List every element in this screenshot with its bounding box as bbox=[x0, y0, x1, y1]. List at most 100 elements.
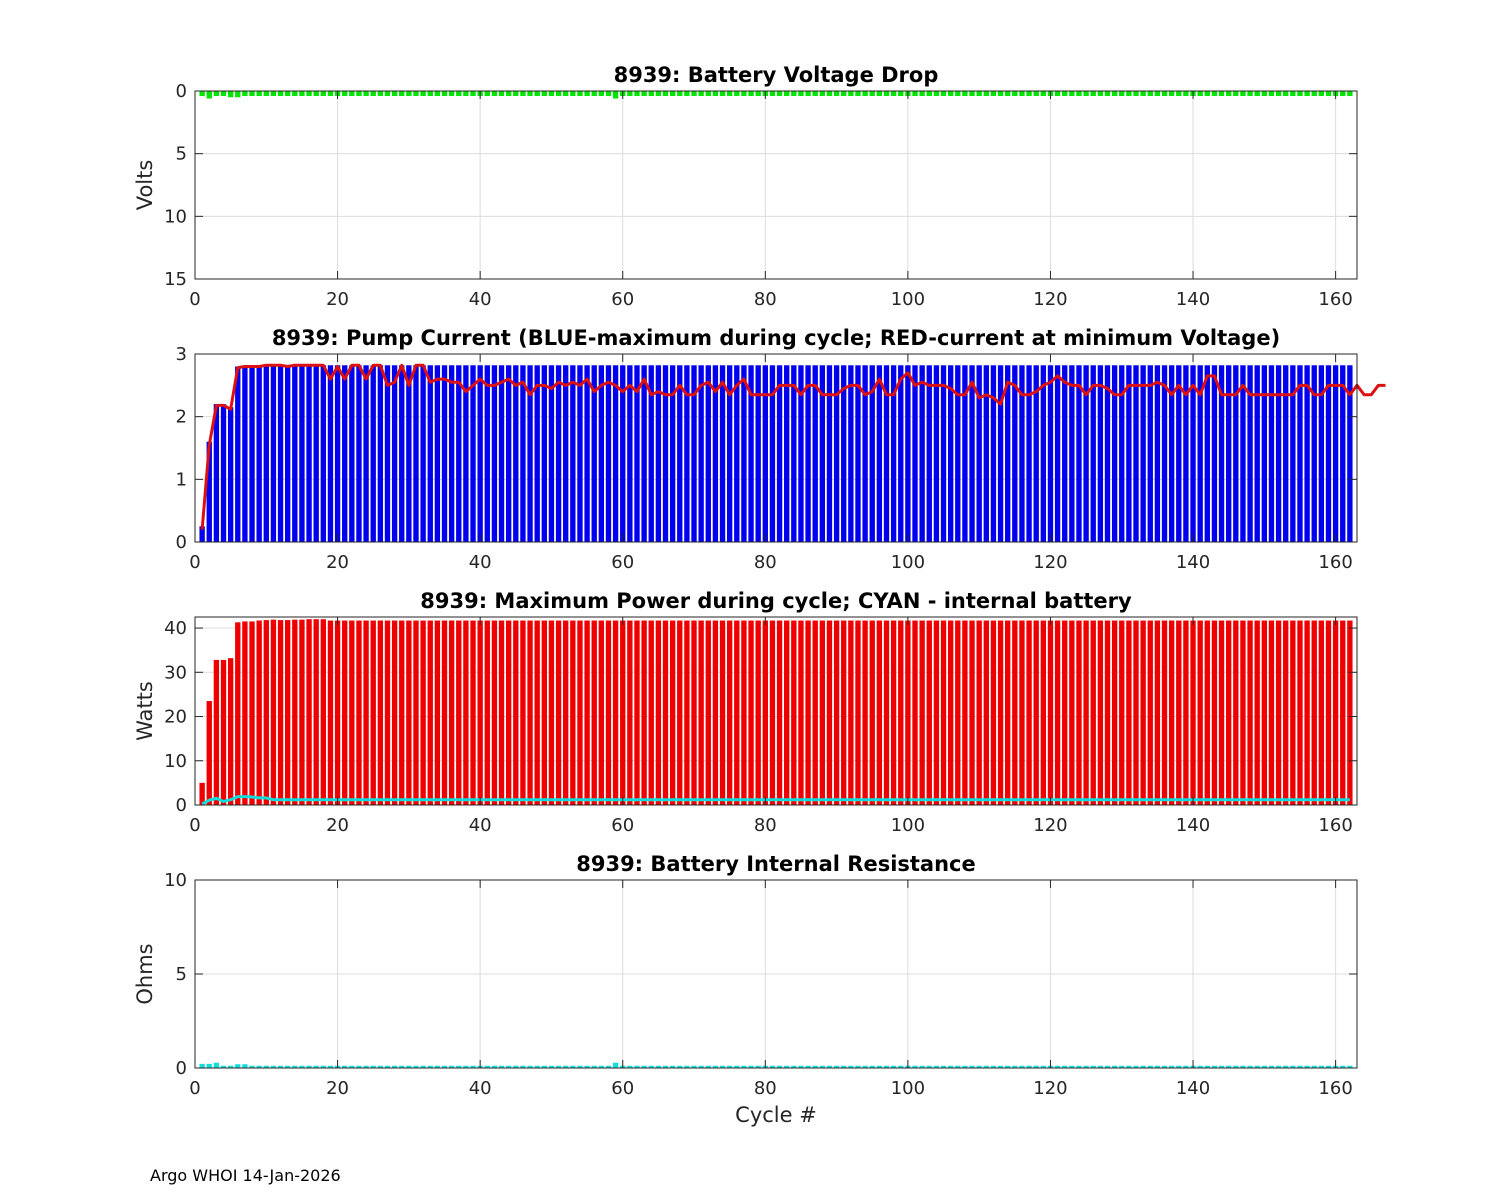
bar bbox=[242, 91, 248, 97]
bar bbox=[1325, 1065, 1332, 1068]
bar bbox=[605, 91, 612, 97]
bar bbox=[627, 91, 633, 97]
bar bbox=[370, 365, 376, 542]
bar bbox=[684, 1065, 690, 1068]
bar bbox=[584, 1065, 590, 1068]
x-tick-label: 0 bbox=[189, 815, 200, 836]
bar bbox=[584, 91, 590, 97]
bar bbox=[434, 620, 441, 805]
bar bbox=[1211, 1065, 1218, 1068]
bar bbox=[947, 1065, 954, 1068]
bar bbox=[784, 91, 790, 97]
bar bbox=[598, 1065, 605, 1068]
y-tick-label: 2 bbox=[176, 407, 187, 428]
x-tick-label: 0 bbox=[189, 289, 200, 310]
bar bbox=[256, 620, 262, 805]
bar bbox=[1012, 620, 1018, 805]
bar bbox=[734, 1065, 740, 1068]
bar bbox=[726, 365, 733, 542]
bar bbox=[227, 658, 234, 805]
bar bbox=[1111, 1065, 1118, 1068]
bar bbox=[641, 91, 647, 97]
bar bbox=[1204, 365, 1210, 542]
bar bbox=[955, 620, 961, 805]
bar bbox=[1069, 91, 1075, 97]
bar bbox=[655, 365, 662, 542]
bar bbox=[1297, 365, 1303, 542]
bar bbox=[1190, 620, 1196, 805]
bar bbox=[1247, 365, 1253, 542]
series-line bbox=[200, 363, 1386, 530]
bar bbox=[349, 365, 355, 542]
bar bbox=[342, 620, 348, 805]
bar bbox=[712, 620, 719, 805]
bar bbox=[976, 365, 982, 542]
bar bbox=[784, 620, 790, 805]
bar bbox=[791, 1065, 797, 1068]
bar bbox=[399, 365, 405, 542]
bar bbox=[334, 365, 341, 542]
bar bbox=[1161, 365, 1168, 542]
bar bbox=[719, 1065, 726, 1068]
bar bbox=[705, 1065, 711, 1068]
y-tick-label: 0 bbox=[176, 532, 187, 553]
x-tick-label: 100 bbox=[891, 552, 925, 573]
bar bbox=[1090, 91, 1096, 97]
bar bbox=[919, 1065, 925, 1068]
bar bbox=[406, 620, 412, 805]
y-tick-label: 0 bbox=[176, 795, 187, 816]
bar bbox=[1254, 91, 1260, 97]
x-tick-label: 120 bbox=[1033, 289, 1067, 310]
bar bbox=[577, 1065, 583, 1068]
bar bbox=[955, 365, 961, 542]
bar bbox=[1140, 91, 1146, 97]
bar bbox=[1197, 91, 1203, 97]
bar bbox=[227, 1065, 234, 1068]
bar bbox=[570, 1065, 576, 1068]
bar bbox=[898, 365, 904, 542]
x-tick-label: 160 bbox=[1318, 1078, 1352, 1099]
bar bbox=[890, 365, 897, 542]
bar bbox=[769, 365, 776, 542]
x-tick-label: 80 bbox=[754, 552, 777, 573]
x-tick-label: 40 bbox=[469, 552, 492, 573]
bar bbox=[591, 365, 597, 542]
bar bbox=[249, 621, 255, 805]
bar bbox=[484, 91, 490, 97]
bar bbox=[427, 1065, 433, 1068]
y-tick-label: 5 bbox=[176, 964, 187, 985]
bar bbox=[669, 91, 676, 97]
bar bbox=[434, 91, 441, 97]
bar bbox=[370, 91, 376, 97]
bar bbox=[591, 620, 597, 805]
bar bbox=[1318, 91, 1325, 97]
bar bbox=[577, 365, 583, 542]
bar bbox=[1226, 365, 1232, 542]
bar bbox=[912, 620, 918, 805]
bar bbox=[1083, 620, 1089, 805]
bar bbox=[463, 1065, 469, 1068]
bar bbox=[256, 1065, 262, 1068]
bar bbox=[876, 91, 883, 97]
bar bbox=[905, 365, 911, 542]
y-axis-label: Watts bbox=[133, 681, 157, 741]
bar bbox=[313, 365, 319, 542]
bar bbox=[463, 620, 469, 805]
bar bbox=[1019, 1065, 1025, 1068]
bar bbox=[955, 91, 961, 97]
bar bbox=[969, 1065, 975, 1068]
bar bbox=[541, 365, 547, 542]
bar bbox=[1147, 1065, 1153, 1068]
bar bbox=[876, 365, 883, 542]
bar bbox=[634, 620, 640, 805]
bar bbox=[691, 1065, 697, 1068]
bar bbox=[1261, 365, 1267, 542]
bar bbox=[833, 365, 840, 542]
x-tick-label: 160 bbox=[1318, 289, 1352, 310]
bar bbox=[798, 91, 804, 97]
bar bbox=[798, 620, 804, 805]
bar bbox=[940, 91, 947, 97]
bar bbox=[456, 365, 462, 542]
chart-title: 8939: Pump Current (BLUE-maximum during … bbox=[272, 326, 1280, 350]
y-tick-label: 0 bbox=[176, 81, 187, 102]
